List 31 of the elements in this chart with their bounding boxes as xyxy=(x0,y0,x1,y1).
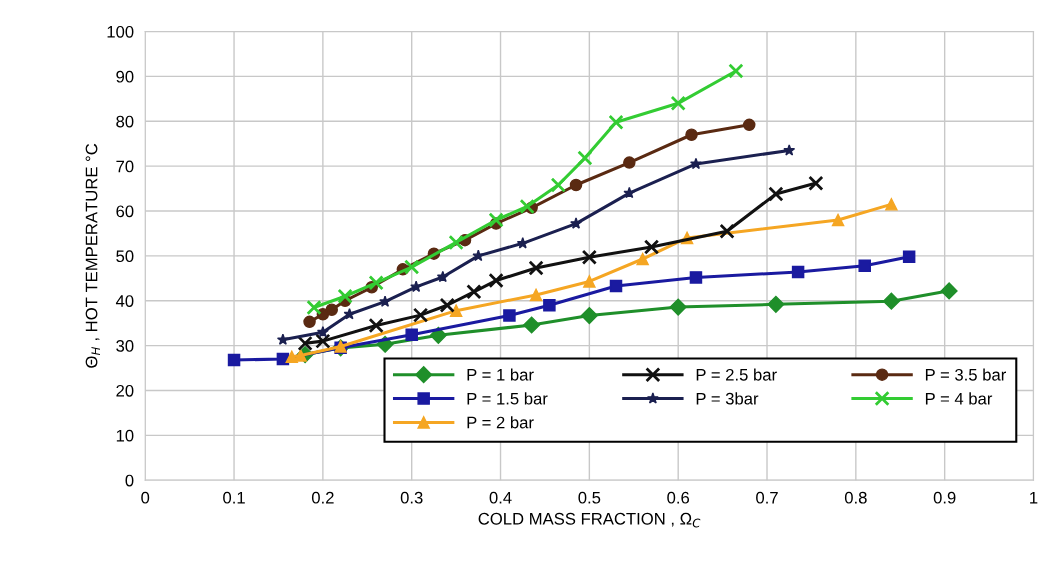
x-axis-title: COLD MASS FRACTION , Ω$_{C}$ xyxy=(478,512,701,528)
legend-label: P = 1.5 bar xyxy=(467,392,548,405)
y-tick-label: 0 xyxy=(125,474,134,487)
legend-label: P = 2 bar xyxy=(467,416,534,429)
y-tick-label: 80 xyxy=(116,115,134,128)
y-tick-label: 100 xyxy=(107,25,134,38)
x-tick-label: 1 xyxy=(1030,491,1038,504)
x-tick-label: 0.3 xyxy=(400,491,423,504)
y-tick-label: 20 xyxy=(116,384,134,397)
legend-label: P = 4 bar xyxy=(925,392,993,405)
y-tick-label: 40 xyxy=(115,295,134,307)
legend-label: P = 2.5 bar xyxy=(696,368,777,381)
y-tick-label: 50 xyxy=(116,250,134,263)
legend-label: P = 3bar xyxy=(696,392,759,405)
y-tick-label: 90 xyxy=(116,70,134,83)
x-tick-label: 0.8 xyxy=(844,491,867,504)
y-tick-label: 10 xyxy=(116,429,134,442)
x-tick-label: 0.7 xyxy=(756,491,778,504)
legend-label: P = 1 bar xyxy=(467,368,534,381)
y-tick-label: 60 xyxy=(116,205,134,218)
x-tick-label: 0.1 xyxy=(223,491,245,504)
x-tick-label: 0.9 xyxy=(933,491,956,504)
x-tick-label: 0.4 xyxy=(489,491,512,504)
y-tick-label: 30 xyxy=(116,340,134,352)
x-tick-label: 0.5 xyxy=(578,491,601,504)
x-tick-label: 0.2 xyxy=(311,491,334,504)
x-tick-label: 0.6 xyxy=(667,491,690,504)
x-tick-label: 0 xyxy=(141,491,150,504)
y-tick-label: 70 xyxy=(116,160,134,173)
legend-label: P = 3.5 bar xyxy=(925,368,1007,381)
y-axis-title: Θ$_{H}$ , HOT TEMPERATURE °C xyxy=(85,143,100,368)
